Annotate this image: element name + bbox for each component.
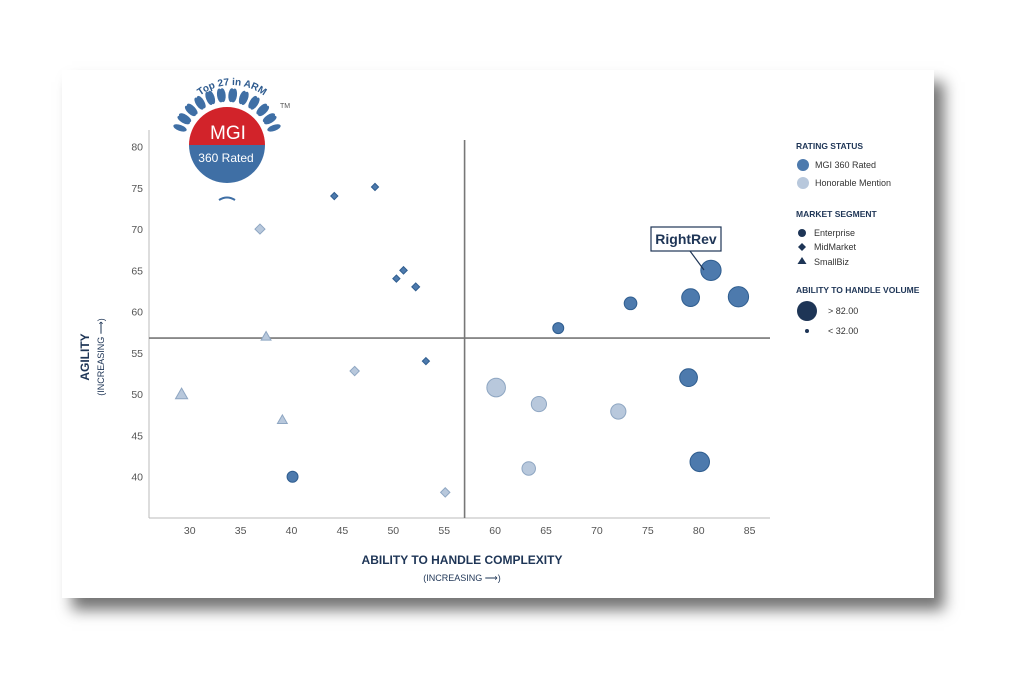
- data-point-midmarket: [370, 182, 380, 192]
- x-tick-label: 65: [540, 525, 552, 537]
- laurel-leaf: [216, 88, 224, 103]
- data-point-midmarket: [330, 191, 339, 201]
- y-tick-label: 65: [131, 265, 143, 277]
- legend-rated-label: MGI 360 Rated: [815, 160, 876, 170]
- callout-box: [650, 226, 722, 252]
- legend-volume-large-icon: [797, 301, 817, 321]
- y-tick-label: 60: [131, 307, 143, 319]
- mgi-badge: Top 27 in ARM MGI 360 Rated TM: [173, 77, 290, 201]
- legend-smallbiz-label: SmallBiz: [814, 257, 850, 267]
- legend-rating-status-heading: RATING STATUS: [796, 141, 863, 151]
- legend-market-segment-heading: MARKET SEGMENT: [796, 209, 878, 219]
- data-point-enterprise: [727, 286, 750, 308]
- legend-volume-large-label: > 82.00: [828, 306, 858, 316]
- data-points: [174, 182, 750, 498]
- data-point-midmarket: [439, 487, 451, 498]
- data-point-smallbiz: [276, 413, 289, 424]
- laurel-ribbon: [218, 196, 236, 201]
- data-point-enterprise: [552, 322, 565, 335]
- laurel-leaf: [184, 105, 196, 117]
- y-tick-label: 70: [131, 224, 143, 236]
- badge-bottom-half: [189, 145, 265, 183]
- data-point-enterprise: [623, 296, 638, 311]
- rightrev-callout: RightRev: [650, 226, 722, 271]
- laurel-leaf: [267, 124, 281, 132]
- y-tick-label: 55: [131, 348, 143, 360]
- data-point-enterprise: [610, 403, 627, 420]
- scatter-chart: Top 27 in ARM MGI 360 Rated TM 30 35 40 45 5…: [78, 77, 920, 583]
- legend-rated-swatch: [797, 159, 809, 171]
- legend-honorable-label: Honorable Mention: [815, 178, 891, 188]
- x-axis-title: ABILITY TO HANDLE COMPLEXITY: [362, 553, 563, 567]
- badge-subtitle: 360 Rated: [198, 151, 253, 165]
- data-point-enterprise: [681, 288, 700, 307]
- laurel-leaf: [173, 124, 187, 132]
- y-tick-label: 40: [131, 472, 143, 484]
- data-point-enterprise: [286, 470, 299, 483]
- x-tick-label: 80: [693, 525, 705, 537]
- laurel-leaf: [230, 88, 238, 103]
- x-tick-label: 85: [744, 525, 756, 537]
- data-point-midmarket: [254, 223, 266, 235]
- laurel-leaf: [258, 105, 270, 117]
- y-tick-label: 50: [131, 389, 143, 401]
- y-tick-label: 45: [131, 430, 143, 442]
- data-point-smallbiz: [174, 387, 189, 400]
- data-point-midmarket: [349, 365, 361, 377]
- callout-label: RightRev: [655, 231, 717, 247]
- x-tick-label: 75: [642, 525, 654, 537]
- badge-trademark: TM: [280, 103, 290, 110]
- data-point-midmarket: [399, 265, 408, 275]
- legend-enterprise-label: Enterprise: [814, 228, 855, 238]
- legend: RATING STATUS MGI 360 Rated Honorable Me…: [796, 141, 920, 336]
- x-tick-label: 30: [184, 525, 196, 537]
- data-point-enterprise: [530, 395, 548, 413]
- data-point-enterprise: [486, 377, 506, 398]
- axes: 30 35 40 45 50 55 60 65 70 75 80 85 40 45 50 55 60 65 70 75…: [131, 130, 770, 537]
- legend-enterprise-circle-icon: [798, 229, 806, 237]
- quadrant-lines: [149, 140, 770, 518]
- x-tick-label: 55: [438, 525, 450, 537]
- y-tick-label: 75: [131, 183, 143, 195]
- x-axis-subtitle: (INCREASING ⟶): [423, 573, 500, 583]
- data-point-enterprise: [700, 259, 722, 281]
- legend-volume-heading: ABILITY TO HANDLE VOLUME: [796, 285, 920, 295]
- data-point-smallbiz: [260, 330, 272, 341]
- y-axis-subtitle: (INCREASING ⟶): [96, 318, 106, 395]
- callout-pointer: [689, 250, 705, 271]
- laurel-leaf: [205, 91, 213, 105]
- laurel-leaf: [194, 97, 204, 110]
- laurel-leaf: [264, 115, 277, 125]
- data-point-midmarket: [411, 282, 421, 292]
- chart-card: Top 27 in ARM MGI 360 Rated TM 30 35 40 45 5…: [62, 70, 934, 598]
- data-point-enterprise: [521, 461, 536, 476]
- legend-smallbiz-triangle-icon: [797, 257, 807, 264]
- legend-midmarket-diamond-icon: [798, 243, 806, 251]
- x-tick-label: 50: [387, 525, 399, 537]
- legend-midmarket-label: MidMarket: [814, 242, 857, 252]
- badge-top-half: [189, 107, 265, 145]
- data-point-midmarket: [392, 274, 401, 283]
- data-point-midmarket: [421, 356, 431, 366]
- badge-title: MGI: [210, 123, 246, 144]
- legend-volume-small-label: < 32.00: [828, 326, 858, 336]
- x-tick-label: 45: [337, 525, 349, 537]
- x-tick-label: 70: [591, 525, 603, 537]
- legend-volume-small-icon: [805, 329, 809, 333]
- y-axis-title: AGILITY: [78, 333, 92, 380]
- data-point-enterprise: [679, 368, 698, 388]
- x-tick-label: 40: [286, 525, 298, 537]
- laurel-leaf: [250, 97, 260, 110]
- data-point-enterprise: [689, 451, 710, 473]
- y-tick-label: 80: [131, 142, 143, 154]
- x-tick-label: 35: [235, 525, 247, 537]
- laurel-wreath-icon: [173, 88, 281, 201]
- x-tick-label: 60: [489, 525, 501, 537]
- laurel-leaf: [241, 91, 249, 105]
- legend-honorable-swatch: [797, 177, 809, 189]
- laurel-leaf: [177, 115, 190, 125]
